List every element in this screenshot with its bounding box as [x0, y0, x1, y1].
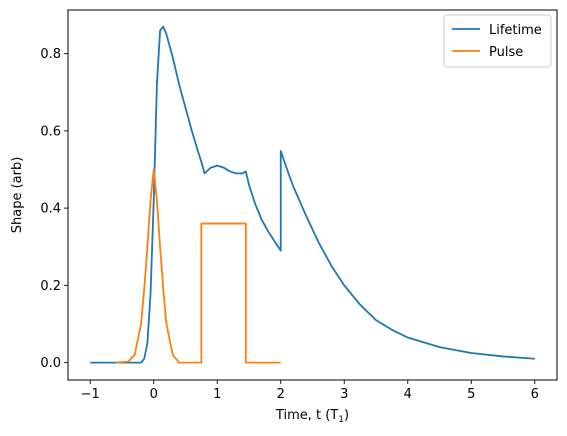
x-tick-label: 6 [531, 387, 539, 402]
legend-label-lifetime: Lifetime [489, 23, 542, 38]
y-tick-label: 0.8 [40, 47, 61, 62]
legend: Lifetime Pulse [443, 14, 552, 68]
x-tick-label: 5 [467, 387, 475, 402]
x-axis-label: Time, t (T1) [275, 408, 349, 425]
x-tick-label: 3 [340, 387, 348, 402]
x-tick-label: −1 [81, 387, 100, 402]
x-tick-label: 4 [404, 387, 412, 402]
x-tick-label: 1 [213, 387, 221, 402]
plot-frame [67, 9, 558, 381]
y-tick-label: 0.6 [40, 124, 61, 139]
y-tick-label: 0.4 [40, 202, 61, 217]
series-line-pulse [115, 168, 281, 364]
legend-label-pulse: Pulse [489, 45, 523, 60]
x-tick-label: 2 [277, 387, 285, 402]
y-axis-label: Shape (arb) [10, 157, 25, 234]
series-line-lifetime [90, 25, 535, 364]
legend-frame [443, 14, 552, 68]
y-tick-label: 0.2 [40, 279, 61, 294]
y-tick-label: 0.0 [40, 356, 61, 371]
x-tick-label: 0 [150, 387, 158, 402]
